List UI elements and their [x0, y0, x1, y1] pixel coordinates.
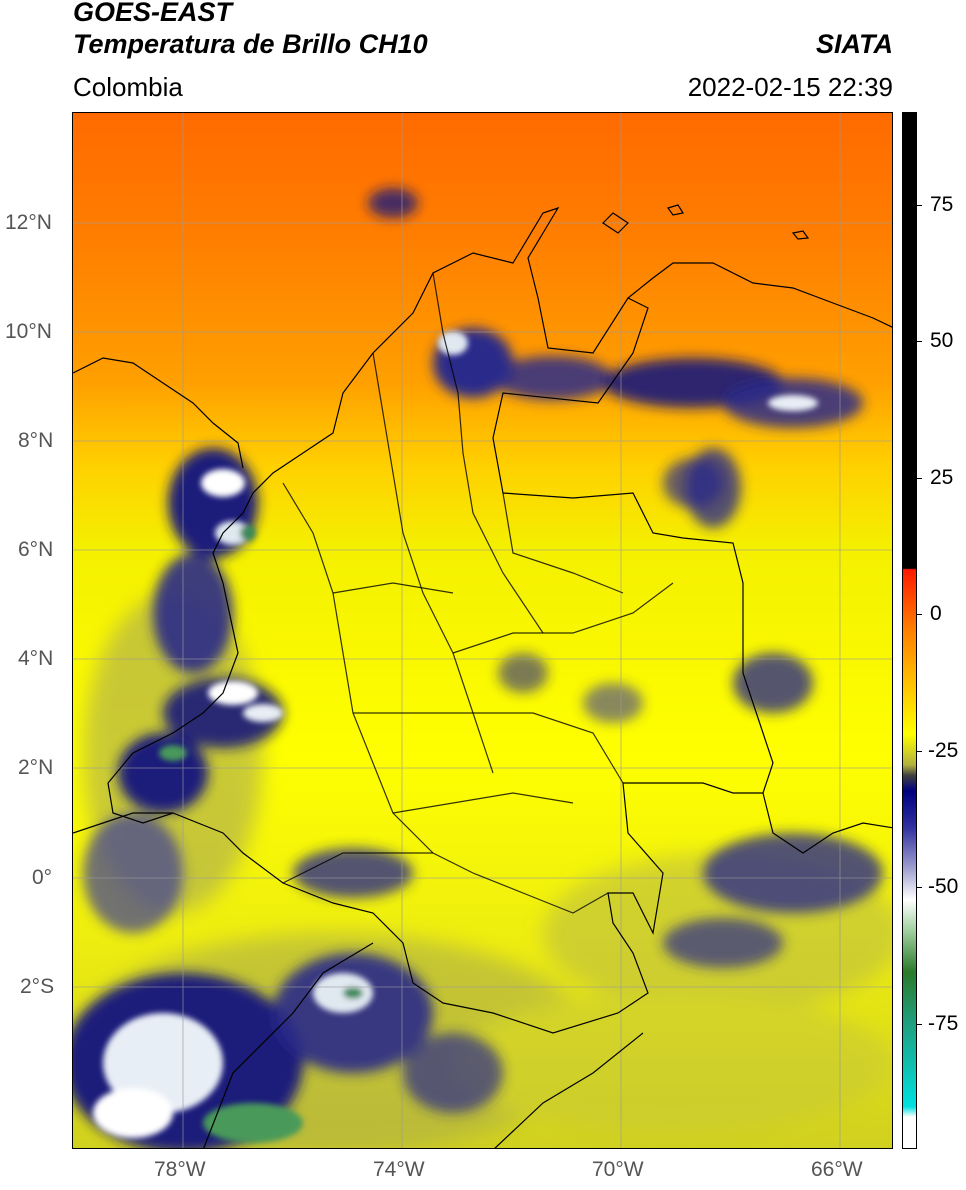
brightness-temperature-image — [73, 113, 892, 1148]
cb-label-neg75: -75 — [928, 1012, 959, 1035]
lat-tick-2N: 2°N — [18, 756, 54, 779]
lat-tick-6N: 6°N — [18, 538, 54, 561]
timestamp-label: 2022-02-15 22:39 — [687, 72, 893, 102]
cb-label-neg25: -25 — [928, 739, 959, 762]
cb-label-0: 0 — [930, 602, 942, 625]
temperature-colorbar — [902, 112, 917, 1149]
cb-tick — [917, 887, 922, 888]
lat-tick-2S: 2°S — [20, 975, 55, 998]
cb-tick — [917, 614, 922, 615]
cb-label-50: 50 — [930, 329, 954, 352]
org-title: SIATA — [816, 29, 893, 59]
lat-tick-12N: 12°N — [5, 211, 52, 234]
cb-tick — [917, 751, 922, 752]
cb-tick — [917, 478, 922, 479]
cb-tick — [917, 1024, 922, 1025]
lat-tick-0: 0° — [32, 866, 53, 889]
lat-tick-10N: 10°N — [5, 320, 52, 343]
satellite-title: GOES-EAST — [73, 0, 233, 27]
lat-tick-8N: 8°N — [18, 429, 54, 452]
satellite-map — [72, 112, 893, 1149]
lat-tick-4N: 4°N — [18, 647, 54, 670]
cb-tick — [917, 205, 922, 206]
product-title: Temperatura de Brillo CH10 — [73, 29, 428, 59]
cb-label-neg50: -50 — [928, 875, 959, 898]
lon-tick-74W: 74°W — [373, 1158, 425, 1181]
cb-label-25: 25 — [930, 466, 954, 489]
graticule — [73, 113, 892, 1148]
cb-label-75: 75 — [930, 193, 954, 216]
region-label: Colombia — [73, 72, 183, 102]
cb-tick — [917, 341, 922, 342]
lon-tick-66W: 66°W — [811, 1158, 863, 1181]
lon-tick-78W: 78°W — [154, 1158, 206, 1181]
lon-tick-70W: 70°W — [592, 1158, 644, 1181]
boundaries — [73, 204, 892, 1148]
